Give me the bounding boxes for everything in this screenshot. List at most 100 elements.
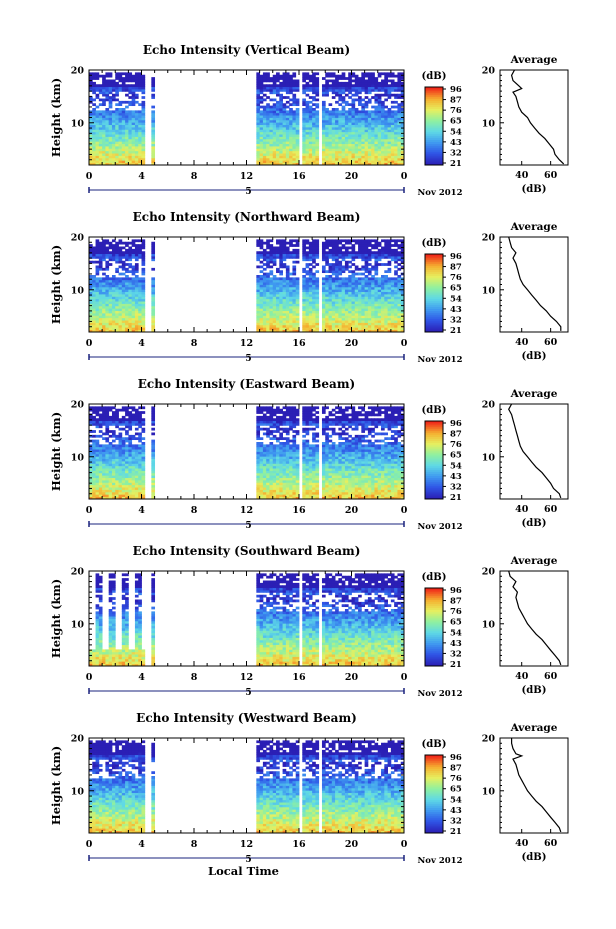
heatmap-cell [384,286,388,290]
heatmap-cell [344,298,349,302]
heatmap-cell [269,91,274,95]
heatmap-cell [328,155,333,159]
heatmap-cell [102,317,106,321]
heatmap-cell [335,260,339,264]
heatmap-cell [95,442,100,445]
heatmap-cell [312,141,316,145]
heatmap-cell [367,81,372,85]
heatmap-cell [361,117,366,121]
heatmap-cell [262,146,267,149]
heatmap-cell [348,327,352,331]
heatmap-cell [105,124,110,128]
heatmap-cell [89,162,93,166]
heatmap-cell [381,119,385,123]
heatmap-cell [302,122,306,126]
heatmap-cell [354,298,359,302]
heatmap-cell [390,327,395,331]
heatmap-cell [295,162,300,166]
heatmap-cell [354,115,359,118]
heatmap-cell [95,286,100,290]
heatmap-cell [111,160,116,164]
heatmap-cell [335,108,339,111]
heatmap-cell [276,282,280,285]
heatmap-cell [295,143,300,147]
heatmap-cell [125,430,129,433]
heatmap-cell [335,310,339,314]
heatmap-cell [141,157,146,161]
heatmap-cell [134,289,139,293]
heatmap-cell [335,308,339,312]
heatmap-cell [151,303,156,307]
heatmap-cell [256,79,261,83]
heatmap-cell [321,138,326,142]
heatmap-cell [289,324,293,328]
heatmap-cell [138,124,142,128]
heatmap-cell [315,241,320,245]
heatmap-cell [331,96,336,99]
heatmap-cell [312,86,316,90]
heatmap-cell [305,317,310,321]
heatmap-cell [400,279,405,283]
heatmap-cell [266,258,270,262]
heatmap-cell [285,138,290,142]
heatmap-cell [341,301,346,304]
heatmap-cell [285,127,290,130]
heatmap-cell [371,324,375,328]
heatmap-cell [292,150,297,154]
heatmap-cell [95,425,100,429]
heatmap-cell [102,310,106,314]
heatmap-cell [95,162,100,166]
heatmap-cell [128,129,133,133]
heatmap-cell [276,315,280,319]
heatmap-cell [387,148,392,152]
heatmap-cell [121,303,126,307]
heatmap-cell [371,310,375,314]
heatmap-cell [377,244,382,247]
heatmap-cell [131,458,136,462]
heatmap-cell [315,305,320,309]
heatmap-cell [105,491,110,495]
colorbar-step [425,87,443,90]
heatmap-cell [108,131,113,135]
heatmap-cell [272,313,277,316]
heatmap-cell [118,272,123,276]
heatmap-cell [105,494,110,498]
heatmap-cell [381,282,385,285]
heatmap-cell [328,134,333,137]
heatmap-cell [102,124,106,128]
heatmap-cell [102,423,106,426]
heatmap-cells [89,239,405,333]
heatmap-cell [266,241,270,245]
heatmap-cell [358,119,362,123]
heatmap-cell [118,496,123,500]
heatmap-cell [276,277,280,281]
heatmap-cell [95,253,100,257]
heatmap-cell [95,463,100,467]
y-tick-label: 10 [71,118,85,129]
heatmap-cell [118,439,123,443]
heatmap-cell [302,148,306,152]
heatmap-cell [285,155,290,159]
heatmap-cell [259,153,264,156]
heatmap-cell [305,270,310,274]
heatmap-cell [289,79,293,83]
colorbar-step [425,273,443,276]
heatmap-cell [95,475,100,479]
heatmap-cell [285,162,290,166]
heatmap-cell [289,291,293,295]
heatmap-cell [282,112,287,116]
heatmap-cell [338,298,343,302]
heatmap-cell [95,124,100,128]
heatmap-cell [128,160,133,164]
heatmap-cell [151,119,156,123]
heatmap-cell [121,246,126,250]
heatmap-cell [151,81,156,85]
heatmap-cell [315,246,320,250]
heatmap-cell [118,463,123,467]
heatmap-cell [259,86,264,90]
heatmap-cell [98,91,103,95]
heatmap-cell [289,296,293,300]
heatmap-cell [387,162,392,166]
heatmap-cell [102,446,106,450]
heatmap-cell [351,155,356,159]
